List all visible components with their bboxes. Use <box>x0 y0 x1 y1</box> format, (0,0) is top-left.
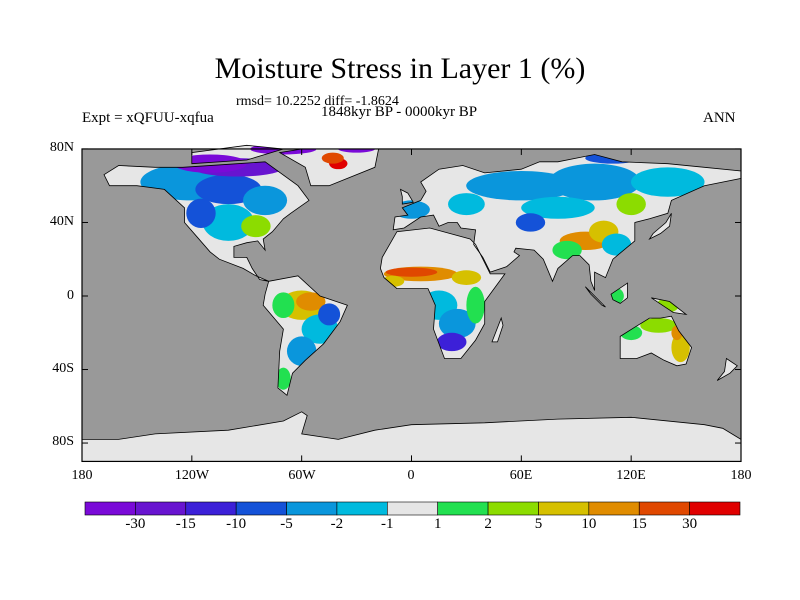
contour-region <box>241 215 271 238</box>
colorbar-label: -5 <box>280 516 293 532</box>
contour-region <box>548 163 641 201</box>
contour-region <box>466 286 485 324</box>
contour-region <box>385 267 438 277</box>
colorbar-swatch <box>286 501 338 516</box>
contour-region <box>631 338 661 353</box>
colorbar-swatch <box>185 501 237 516</box>
contour-region <box>321 152 344 164</box>
colorbar-label: -30 <box>125 516 146 532</box>
colorbar-label: 5 <box>534 516 543 532</box>
contour-region <box>448 193 485 216</box>
contour-region <box>552 240 582 260</box>
contour-region <box>272 292 295 319</box>
lon-tick-label: 60E <box>509 468 533 483</box>
coastline-sumatra <box>585 286 606 308</box>
coastline-borneo <box>610 282 628 304</box>
lon-tick-label: 180 <box>730 468 752 483</box>
period-text: 1848kyr BP - 0000kyr BP <box>321 104 478 120</box>
lon-tick-label: 60W <box>288 468 316 483</box>
lon-tick-label: 120E <box>616 468 646 483</box>
colorbar-label: 10 <box>581 516 597 532</box>
chart-title: Moisture Stress in Layer 1 (%) <box>214 52 586 85</box>
colorbar-swatch <box>487 501 539 516</box>
coastline-japan <box>648 213 672 241</box>
colorbar-swatch <box>538 501 590 516</box>
land-new-zealand <box>717 358 738 381</box>
contour-region <box>515 213 546 232</box>
colorbar-swatch <box>437 501 489 516</box>
contour-region <box>631 167 705 197</box>
contour-region <box>296 292 326 311</box>
colorbar-swatch <box>235 501 287 516</box>
experiment-label: Expt = xQFUU-xqfua <box>82 110 214 126</box>
contour-region <box>437 332 467 352</box>
colorbar-label: 1 <box>433 516 442 532</box>
coastline-south-america <box>262 275 348 397</box>
lat-tick-label: 40S <box>52 361 74 376</box>
stats-text: rmsd= 10.2252 diff= -1.8624 <box>236 94 399 109</box>
coastline-new-guinea <box>651 297 688 316</box>
colorbar-swatch <box>588 501 640 516</box>
contour-region <box>616 193 646 216</box>
land-greenland <box>279 149 379 186</box>
season-label: ANN <box>703 110 736 126</box>
colorbar-swatch <box>387 501 438 516</box>
contour-region <box>451 270 482 285</box>
coastline-new-zealand <box>716 357 738 381</box>
lon-tick-label: 180 <box>71 468 93 483</box>
coastline-north-america <box>103 161 310 282</box>
colorbar-label: -2 <box>330 516 344 532</box>
contour-region <box>671 332 690 363</box>
contour-region <box>186 198 216 228</box>
colorbar-swatch <box>689 501 741 516</box>
colorbar-label: -1 <box>381 516 394 532</box>
colorbar-label: -15 <box>175 516 196 532</box>
coastline-britain <box>399 188 414 205</box>
colorbar-swatch <box>135 501 187 516</box>
contour-region <box>521 196 595 219</box>
contour-region <box>438 308 476 339</box>
colorbar-swatch <box>336 501 388 516</box>
coastline-eurasia <box>392 154 742 291</box>
lon-tick-label: 120W <box>174 468 210 483</box>
colorbar-swatch <box>84 501 136 516</box>
lon-tick-label: 0 <box>407 468 415 483</box>
contour-region <box>276 367 291 390</box>
colorbar-label: 2 <box>484 516 492 532</box>
lat-tick-label: 0 <box>67 288 74 303</box>
contour-region <box>466 171 577 201</box>
coastline-africa <box>379 227 506 359</box>
colorbar-label: 15 <box>631 516 647 532</box>
coastline-madagascar <box>491 316 504 343</box>
coastline-australia <box>619 315 693 367</box>
contour-region <box>242 185 288 216</box>
lat-tick-label: 40N <box>49 214 74 229</box>
land-britain <box>400 189 414 205</box>
land-madagascar <box>492 318 503 342</box>
contour-region <box>318 303 341 326</box>
coastline-antarctica <box>81 411 742 462</box>
contour-region <box>640 318 678 333</box>
lat-tick-label: 80N <box>49 140 74 155</box>
lat-tick-label: 80S <box>52 434 74 449</box>
land-japan <box>649 213 672 239</box>
colorbar-swatch <box>638 501 690 516</box>
colorbar-label: 30 <box>682 516 698 532</box>
colorbar-label: -10 <box>226 516 247 532</box>
